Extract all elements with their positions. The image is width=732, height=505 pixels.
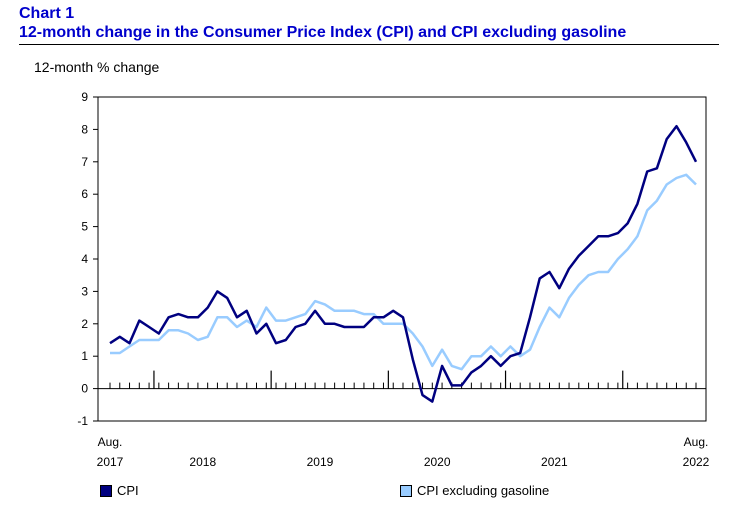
y-tick-label: 2 xyxy=(81,317,88,331)
y-tick-label: 9 xyxy=(81,90,88,104)
x-tick-label-year: 2019 xyxy=(307,455,334,469)
y-tick-label: 0 xyxy=(81,382,88,396)
x-tick-label-year: 2018 xyxy=(189,455,216,469)
y-axis-title: 12-month % change xyxy=(34,59,160,75)
y-tick-label: 4 xyxy=(81,252,88,266)
y-tick-label: 8 xyxy=(81,122,88,136)
series-line-cpi xyxy=(109,124,698,403)
series-line-cpi-excluding-gasoline xyxy=(110,173,697,371)
plot-area-frame xyxy=(97,96,707,422)
legend-swatch-cpi-excluding-gasoline xyxy=(400,484,412,497)
x-axis: Aug. 2017 2018 2019 2020 2021 Aug. 2022 xyxy=(97,370,710,469)
x-tick-label-month: Aug. xyxy=(684,435,709,449)
chart-title: 12-month change in the Consumer Price In… xyxy=(19,24,627,41)
x-tick-label-month: Aug. xyxy=(98,435,123,449)
y-tick-label: 6 xyxy=(81,187,88,201)
legend-swatch-cpi xyxy=(100,484,112,497)
title-divider xyxy=(19,44,719,45)
x-tick-label-year: 2021 xyxy=(541,455,568,469)
y-axis: -1 0 1 2 3 4 5 6 7 8 9 xyxy=(77,90,98,428)
y-tick-label: 3 xyxy=(81,284,88,298)
y-tick-label: -1 xyxy=(77,414,88,428)
series-group xyxy=(109,124,698,403)
y-tick-label: 5 xyxy=(81,220,88,234)
x-tick-label-year: 2020 xyxy=(424,455,451,469)
legend-label-cpi-excluding-gasoline: CPI excluding gasoline xyxy=(417,483,550,498)
chart-number: Chart 1 xyxy=(19,5,75,22)
legend-item-cpi: CPI xyxy=(100,483,139,498)
y-tick-label: 7 xyxy=(81,155,88,169)
chart-header: Chart 1 12-month change in the Consumer … xyxy=(19,4,626,42)
y-tick-label: 1 xyxy=(81,349,88,363)
x-tick-label-year: 2022 xyxy=(683,455,710,469)
legend-item-cpi-excluding-gasoline: CPI excluding gasoline xyxy=(400,483,549,498)
legend-label-cpi: CPI xyxy=(117,483,139,498)
x-tick-label-year: 2017 xyxy=(97,455,124,469)
